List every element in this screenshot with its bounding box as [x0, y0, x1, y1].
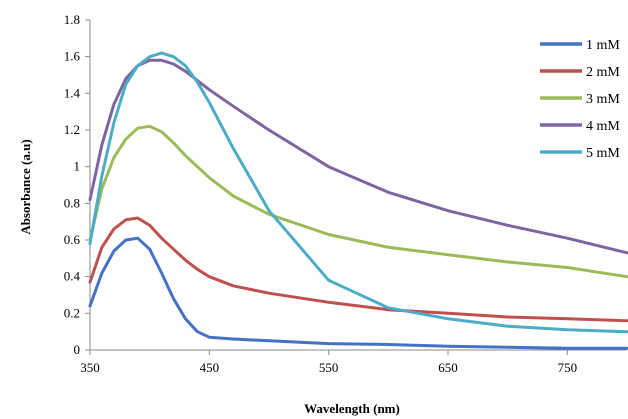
y-tick-label: 1.4 [64, 85, 81, 100]
x-tick-label: 550 [319, 360, 339, 375]
legend-label: 5 mM [586, 146, 620, 161]
y-tick-label: 1.2 [64, 122, 80, 137]
y-tick-label: 0.4 [64, 269, 81, 284]
legend-label: 3 mM [586, 92, 620, 107]
series-line-5-mm [88, 51, 628, 334]
legend-label: 4 mM [586, 119, 620, 134]
legend-item: 2 mM [540, 65, 620, 80]
y-tick-label: 0.6 [64, 232, 81, 247]
legend-item: 3 mM [540, 92, 620, 107]
series-lines [88, 51, 628, 350]
y-tick-label: 0 [74, 342, 81, 357]
legend-item: 1 mM [540, 38, 620, 53]
x-tick-label: 450 [200, 360, 220, 375]
legend-item: 4 mM [540, 119, 620, 134]
series-line-4-mm [88, 58, 628, 255]
x-tick-label: 650 [438, 360, 458, 375]
legend-item: 5 mM [540, 146, 620, 161]
series-line-3-mm [88, 124, 628, 279]
y-tick-label: 0.2 [64, 305, 80, 320]
y-tick-label: 1 [74, 159, 81, 174]
x-tick-label: 750 [558, 360, 578, 375]
x-tick-label: 350 [80, 360, 100, 375]
y-axis-title: Absorbance (a.u) [18, 139, 33, 234]
y-tick-label: 1.8 [64, 12, 80, 27]
legend-label: 2 mM [586, 65, 620, 80]
y-tick-label: 0.8 [64, 195, 80, 210]
x-axis: 350 450 550 650 750 [80, 349, 627, 375]
series-line-1-mm [88, 236, 628, 350]
legend: 1 mM 2 mM 3 mM 4 mM 5 mM [540, 38, 620, 161]
legend-label: 1 mM [586, 38, 620, 53]
y-axis: 0 0.2 0.4 0.6 0.8 1 1.2 1.4 1.6 1.8 [64, 12, 91, 357]
series-line-2-mm [88, 216, 628, 323]
x-axis-title: Wavelength (nm) [304, 401, 400, 416]
y-tick-label: 1.6 [64, 49, 81, 64]
